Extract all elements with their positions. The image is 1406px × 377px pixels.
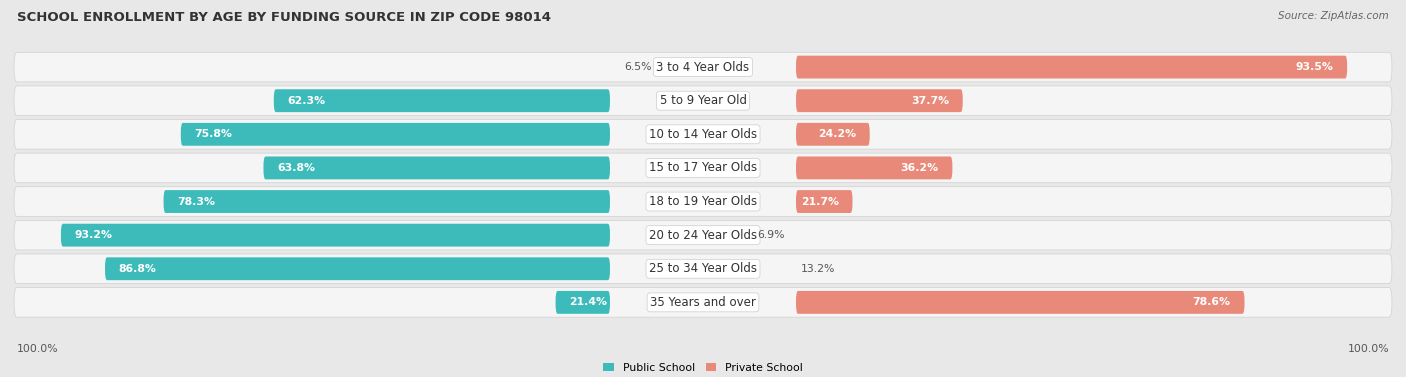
FancyBboxPatch shape [181,123,610,146]
Text: 5 to 9 Year Old: 5 to 9 Year Old [659,94,747,107]
FancyBboxPatch shape [796,291,1244,314]
Text: 62.3%: 62.3% [288,96,326,106]
Text: 100.0%: 100.0% [1347,344,1389,354]
Text: 78.3%: 78.3% [177,196,215,207]
FancyBboxPatch shape [14,86,1392,115]
FancyBboxPatch shape [14,221,1392,250]
Text: 21.7%: 21.7% [801,196,839,207]
FancyBboxPatch shape [796,123,870,146]
Text: 100.0%: 100.0% [17,344,59,354]
FancyBboxPatch shape [14,120,1392,149]
Text: 18 to 19 Year Olds: 18 to 19 Year Olds [650,195,756,208]
Text: 24.2%: 24.2% [818,129,856,139]
Text: 10 to 14 Year Olds: 10 to 14 Year Olds [650,128,756,141]
FancyBboxPatch shape [14,153,1392,183]
Text: 13.2%: 13.2% [801,264,835,274]
FancyBboxPatch shape [14,52,1392,82]
Text: Source: ZipAtlas.com: Source: ZipAtlas.com [1278,11,1389,21]
Text: SCHOOL ENROLLMENT BY AGE BY FUNDING SOURCE IN ZIP CODE 98014: SCHOOL ENROLLMENT BY AGE BY FUNDING SOUR… [17,11,551,24]
FancyBboxPatch shape [105,257,610,280]
Legend: Public School, Private School: Public School, Private School [599,358,807,377]
FancyBboxPatch shape [796,56,1347,78]
FancyBboxPatch shape [796,156,952,179]
Text: 6.5%: 6.5% [624,62,651,72]
FancyBboxPatch shape [14,254,1392,284]
FancyBboxPatch shape [263,156,610,179]
Text: 93.5%: 93.5% [1295,62,1333,72]
Text: 25 to 34 Year Olds: 25 to 34 Year Olds [650,262,756,275]
FancyBboxPatch shape [14,187,1392,216]
FancyBboxPatch shape [274,89,610,112]
Text: 36.2%: 36.2% [900,163,939,173]
Text: 35 Years and over: 35 Years and over [650,296,756,309]
Text: 20 to 24 Year Olds: 20 to 24 Year Olds [650,228,756,242]
Text: 15 to 17 Year Olds: 15 to 17 Year Olds [650,161,756,175]
FancyBboxPatch shape [60,224,610,247]
Text: 93.2%: 93.2% [75,230,112,240]
FancyBboxPatch shape [14,288,1392,317]
Text: 37.7%: 37.7% [911,96,949,106]
Text: 75.8%: 75.8% [194,129,232,139]
Text: 86.8%: 86.8% [118,264,156,274]
FancyBboxPatch shape [555,291,610,314]
FancyBboxPatch shape [163,190,610,213]
FancyBboxPatch shape [796,190,852,213]
Text: 78.6%: 78.6% [1192,297,1230,307]
Text: 21.4%: 21.4% [569,297,607,307]
Text: 63.8%: 63.8% [277,163,315,173]
FancyBboxPatch shape [796,89,963,112]
Text: 6.9%: 6.9% [758,230,785,240]
Text: 3 to 4 Year Olds: 3 to 4 Year Olds [657,61,749,74]
